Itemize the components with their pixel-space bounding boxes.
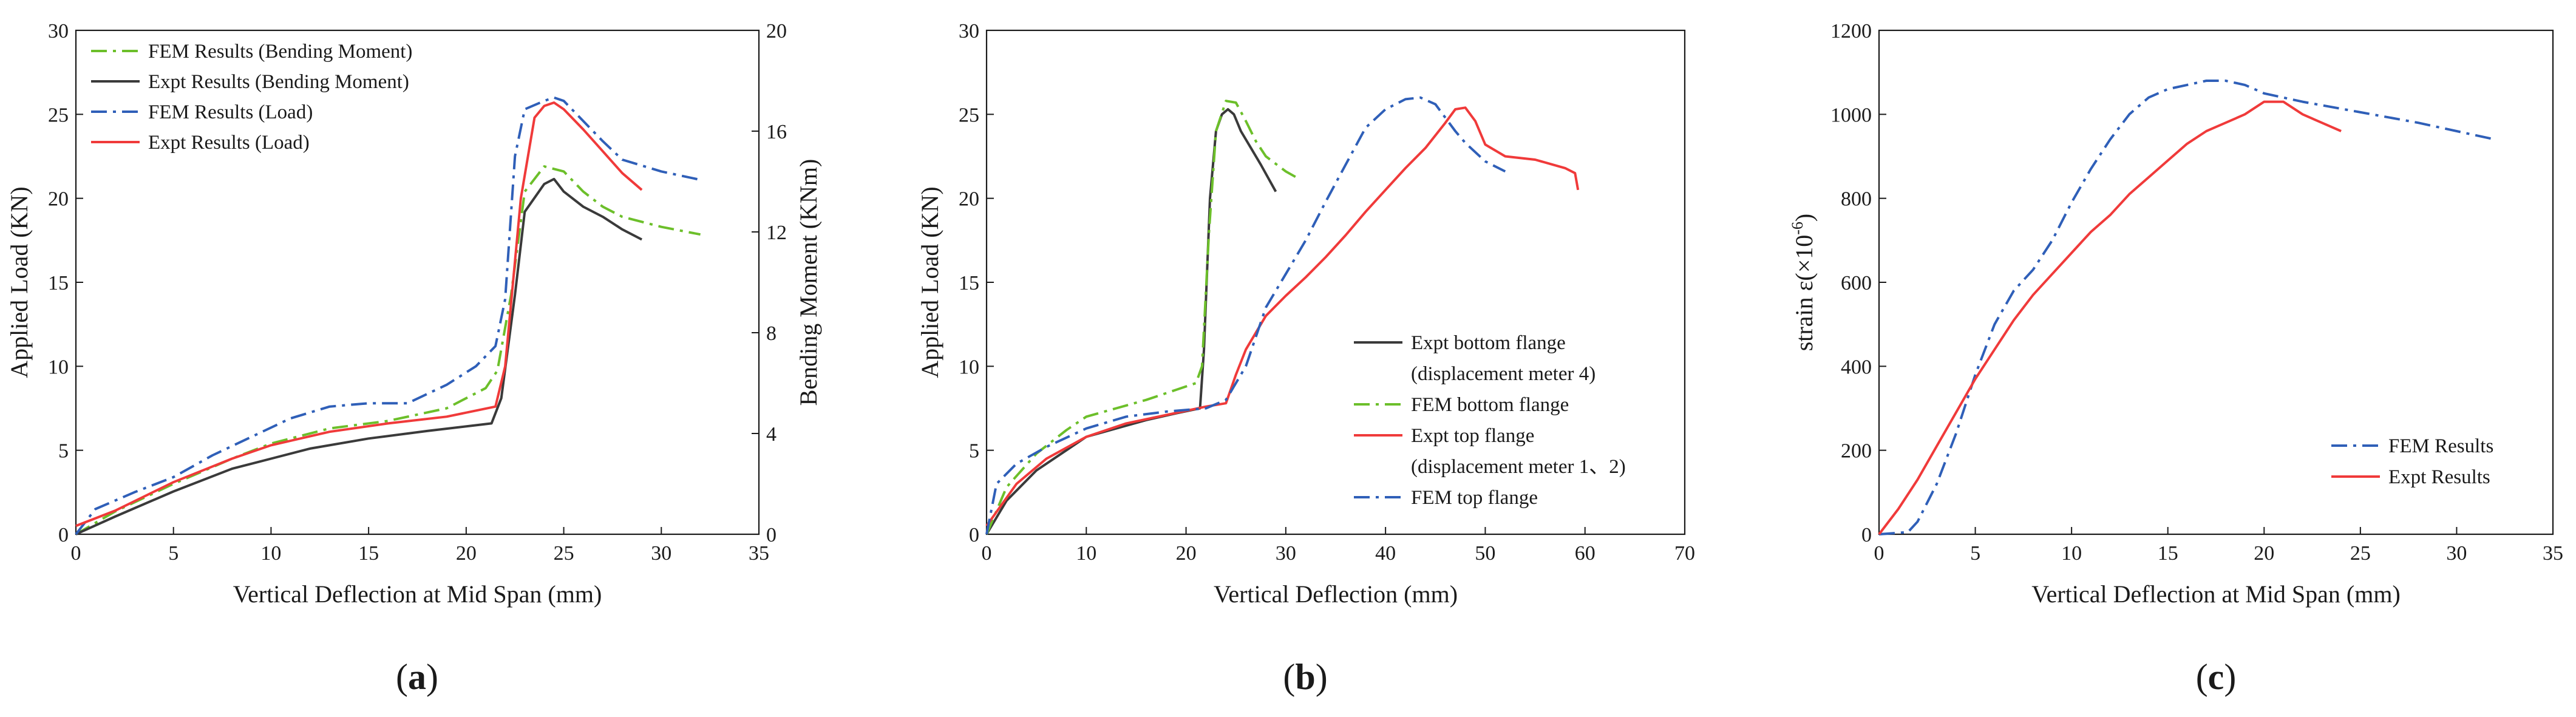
x-axis-label: Vertical Deflection (mm)	[1214, 580, 1458, 608]
y-tick-label: 25	[48, 104, 69, 126]
y-tick-label: 0	[1861, 524, 1872, 546]
series-line-3	[985, 96, 1506, 535]
y-tick-label: 30	[959, 20, 979, 42]
panel-label-letter: c	[2208, 657, 2224, 697]
x-tick-label: 25	[2350, 542, 2371, 565]
y-tick-label: 15	[48, 272, 69, 294]
y-tick-label: 600	[1841, 272, 1872, 294]
series-line-1	[1878, 100, 2342, 535]
series-line-1	[985, 100, 1302, 535]
series-line-1	[75, 177, 643, 535]
x-tick-label: 20	[1176, 542, 1197, 565]
y-tick-label: 20	[48, 188, 69, 211]
legend-entry-0: FEM Results	[2388, 435, 2493, 457]
y-tick-label: 800	[1841, 188, 1872, 211]
legend-entry-1: Expt Results	[2388, 466, 2490, 488]
y-tick-label: 30	[48, 20, 69, 42]
y2-tick-label: 0	[766, 524, 777, 546]
legend-entry-1: Expt Results (Bending Moment)	[148, 71, 409, 93]
x-tick-label: 30	[1276, 542, 1296, 565]
x-tick-label: 10	[1076, 542, 1096, 565]
chart-panel-a: 0 5 10 15 20 25 30 35051015202530048121620Verti…	[5, 20, 822, 697]
y2-tick-label: 16	[766, 121, 787, 143]
legend-entry-2: FEM Results (Load)	[148, 101, 313, 123]
x-tick-label: 70	[1674, 542, 1695, 565]
y2-tick-label: 4	[766, 423, 777, 446]
x-axis-label: Vertical Deflection at Mid Span (mm)	[2031, 580, 2401, 608]
panel-label: (c)	[2196, 657, 2237, 697]
x-tick-label: 35	[749, 542, 769, 565]
series-line-0	[985, 108, 1277, 535]
x-tick-label: 0	[71, 542, 81, 565]
y-axis-label-superscript: -6	[1789, 222, 1806, 235]
series-line-3	[75, 101, 643, 528]
y-tick-label: 20	[959, 188, 979, 211]
x-tick-label: 20	[2254, 542, 2274, 565]
series-line-2	[75, 96, 701, 535]
x-tick-label: 25	[554, 542, 574, 565]
y-tick-label: 25	[959, 104, 979, 126]
x-tick-label: 5	[168, 542, 178, 565]
legend-entry-3: Expt Results (Load)	[148, 132, 310, 154]
y2-tick-label: 12	[766, 222, 787, 244]
x-tick-label: 60	[1575, 542, 1596, 565]
legend-entry-2-line2: (displacement meter 1、2)	[1411, 456, 1626, 478]
x-axis-label: Vertical Deflection at Mid Span (mm)	[233, 580, 602, 608]
x-tick-label: 5	[1970, 542, 1980, 565]
panel-label: (a)	[396, 657, 438, 697]
series-line-2	[985, 106, 1580, 527]
y-tick-label: 0	[58, 524, 69, 546]
plot-frame	[1878, 29, 2554, 535]
chart-panel-c: 0 5 10 15 20 25 30 35 0 200 400 600 800 1000 1200 Verti…	[1789, 20, 2563, 697]
x-tick-label: 20	[456, 542, 477, 565]
x-tick-label: 10	[2061, 542, 2082, 565]
x-tick-label: 35	[2543, 542, 2563, 565]
y-axis-label: Applied Load (KN)	[5, 186, 33, 378]
panel-label: (b)	[1283, 657, 1327, 697]
x-tick-label: 15	[358, 542, 379, 565]
legend-entry-0: FEM Results (Bending Moment)	[148, 41, 412, 63]
y-axis-label-end: )	[1790, 214, 1818, 222]
legend-entry-3: FEM top flange	[1411, 487, 1538, 509]
legend-entry-0-line2: (displacement meter 4)	[1411, 363, 1596, 385]
series-line-0	[75, 165, 701, 535]
legend-entry-0: Expt bottom flange	[1411, 332, 1566, 354]
y-tick-label: 15	[959, 272, 979, 294]
legend-entry-1: FEM bottom flange	[1411, 394, 1569, 416]
y-tick-label: 200	[1841, 440, 1872, 463]
y-axis-label: strain ε(×10-6)	[1789, 214, 1818, 352]
y-tick-label: 10	[48, 356, 69, 378]
y2-tick-label: 8	[766, 322, 777, 345]
x-tick-label: 10	[260, 542, 281, 565]
y2-axis-label: Bending Moment (KNm)	[795, 159, 822, 406]
panel-label-letter: b	[1295, 657, 1315, 697]
y-axis-label: Applied Load (KN)	[916, 186, 943, 378]
x-tick-label: 30	[651, 542, 671, 565]
series-line-0	[1878, 80, 2496, 535]
legend-entry-2: Expt top flange	[1411, 425, 1534, 447]
panel-label-letter: a	[408, 657, 426, 697]
y-tick-label: 400	[1841, 356, 1872, 378]
y2-tick-label: 20	[766, 20, 787, 42]
y-tick-label: 10	[959, 356, 979, 378]
chart-panel-b: 0 10 20 30 40 50 60 70 0 5 10 15 20 25 30 Vertical Defl…	[916, 20, 1695, 697]
y-tick-label: 5	[58, 440, 69, 463]
y-tick-label: 1000	[1830, 104, 1872, 126]
x-tick-label: 15	[2158, 542, 2178, 565]
x-tick-label: 30	[2446, 542, 2467, 565]
y-tick-label: 1200	[1830, 20, 1872, 42]
x-tick-label: 0	[1874, 542, 1884, 565]
y-tick-label: 0	[969, 524, 979, 546]
x-tick-label: 50	[1475, 542, 1495, 565]
y-tick-label: 5	[969, 440, 979, 463]
x-tick-label: 40	[1375, 542, 1396, 565]
x-tick-label: 0	[982, 542, 992, 565]
